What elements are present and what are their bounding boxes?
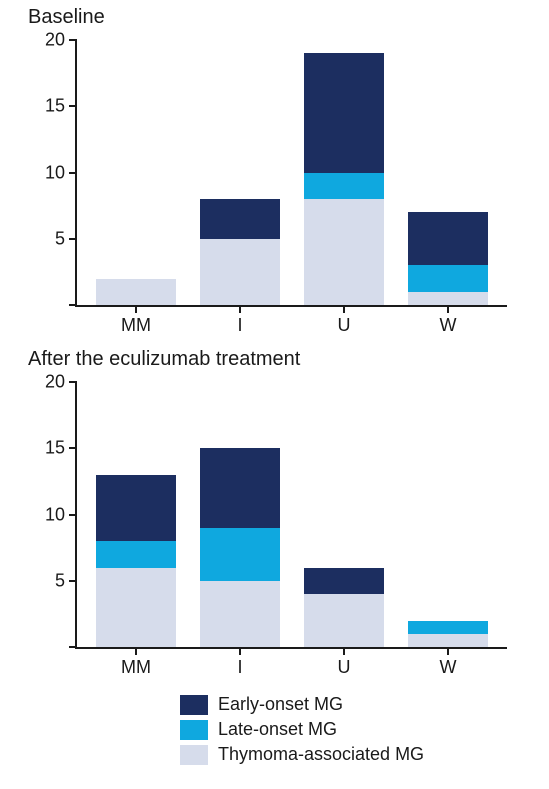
y-tick-label: 10: [45, 162, 65, 183]
y-tick: [69, 580, 77, 582]
legend-item-late: Late-onset MG: [180, 719, 424, 740]
x-tick: [343, 305, 345, 313]
bar-W: [408, 621, 488, 648]
x-tick-label: W: [440, 657, 457, 678]
y-tick: [69, 646, 77, 648]
x-tick: [447, 647, 449, 655]
y-tick-label: 20: [45, 30, 65, 51]
legend-swatch-late: [180, 720, 208, 740]
chart-baseline: 5101520MMIUW: [75, 40, 507, 307]
y-tick: [69, 304, 77, 306]
bar-segment-late: [408, 621, 488, 634]
bar-segment-thymoma: [200, 239, 280, 305]
y-tick: [69, 105, 77, 107]
bar-segment-late: [96, 541, 176, 568]
y-tick-label: 15: [45, 438, 65, 459]
x-tick-label: U: [338, 315, 351, 336]
legend: Early-onset MG Late-onset MG Thymoma-assoc…: [180, 694, 424, 769]
legend-swatch-thymoma: [180, 745, 208, 765]
legend-label: Thymoma-associated MG: [218, 744, 424, 765]
bar-segment-late: [408, 265, 488, 292]
panel-title-after: After the eculizumab treatment: [28, 348, 300, 371]
chart-after: 5101520MMIUW: [75, 382, 507, 649]
figure-root: Baseline5101520MMIUWAfter the eculizumab…: [0, 0, 549, 789]
legend-item-early: Early-onset MG: [180, 694, 424, 715]
bar-segment-thymoma: [96, 568, 176, 648]
y-tick: [69, 514, 77, 516]
x-tick-label: I: [237, 657, 242, 678]
bar-MM: [96, 279, 176, 306]
x-tick-label: U: [338, 657, 351, 678]
x-tick-label: MM: [121, 657, 151, 678]
bar-segment-thymoma: [408, 634, 488, 647]
bar-U: [304, 568, 384, 648]
bar-W: [408, 212, 488, 305]
x-tick-label: I: [237, 315, 242, 336]
y-tick: [69, 238, 77, 240]
y-tick-label: 5: [55, 228, 65, 249]
x-tick: [135, 305, 137, 313]
bar-segment-early: [200, 448, 280, 528]
bar-segment-early: [96, 475, 176, 541]
bar-I: [200, 199, 280, 305]
bar-segment-early: [304, 53, 384, 172]
bar-segment-early: [200, 199, 280, 239]
bar-segment-thymoma: [408, 292, 488, 305]
bar-segment-early: [304, 568, 384, 595]
legend-label: Early-onset MG: [218, 694, 343, 715]
bar-segment-thymoma: [96, 279, 176, 306]
y-tick-label: 10: [45, 504, 65, 525]
y-tick: [69, 447, 77, 449]
x-tick: [447, 305, 449, 313]
bar-U: [304, 53, 384, 305]
y-tick: [69, 172, 77, 174]
bar-segment-early: [408, 212, 488, 265]
bar-segment-late: [304, 173, 384, 200]
x-tick: [239, 647, 241, 655]
legend-swatch-early: [180, 695, 208, 715]
bar-MM: [96, 475, 176, 647]
y-tick-label: 5: [55, 570, 65, 591]
y-tick-label: 15: [45, 96, 65, 117]
x-tick: [343, 647, 345, 655]
y-tick: [69, 39, 77, 41]
x-tick: [239, 305, 241, 313]
y-tick: [69, 381, 77, 383]
legend-item-thymoma: Thymoma-associated MG: [180, 744, 424, 765]
x-tick: [135, 647, 137, 655]
legend-label: Late-onset MG: [218, 719, 337, 740]
bar-I: [200, 448, 280, 647]
bar-segment-thymoma: [304, 594, 384, 647]
x-tick-label: W: [440, 315, 457, 336]
panel-title-baseline: Baseline: [28, 6, 105, 29]
bar-segment-late: [200, 528, 280, 581]
y-tick-label: 20: [45, 372, 65, 393]
x-tick-label: MM: [121, 315, 151, 336]
bar-segment-thymoma: [304, 199, 384, 305]
bar-segment-thymoma: [200, 581, 280, 647]
